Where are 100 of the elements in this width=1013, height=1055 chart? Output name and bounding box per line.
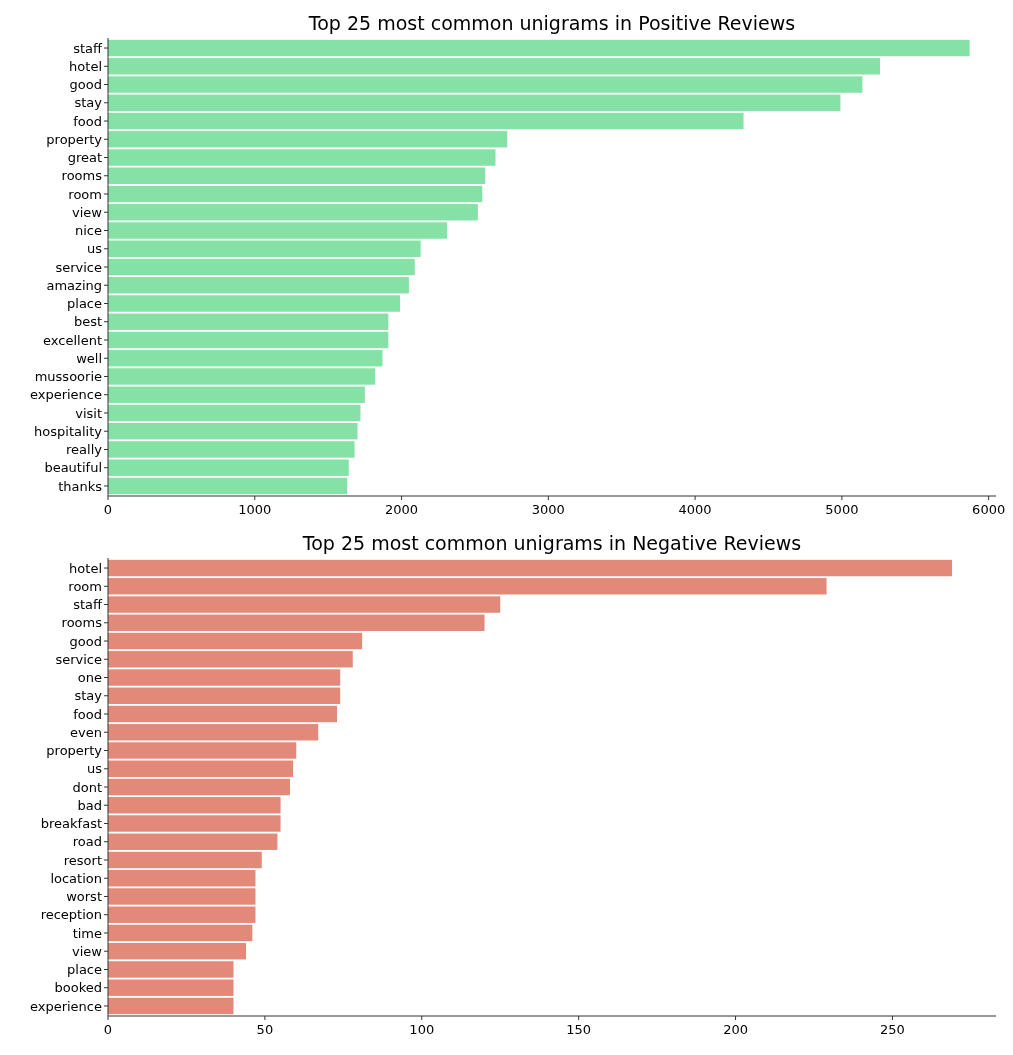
y-tick-label: one <box>77 670 102 686</box>
y-tick-label: really <box>66 442 103 458</box>
y-tick-label: excellent <box>43 332 102 348</box>
bar <box>108 888 256 905</box>
y-tick-label: staff <box>73 597 104 613</box>
bar <box>108 559 953 577</box>
y-tick-label: food <box>73 706 102 722</box>
y-tick-label: property <box>46 743 103 759</box>
bar <box>108 906 256 923</box>
bar <box>108 833 278 850</box>
bar <box>108 58 881 75</box>
chart-title: Top 25 most common unigrams in Positive Reviews <box>307 12 796 34</box>
y-tick-label: us <box>86 761 103 777</box>
y-tick-label: room <box>68 578 102 594</box>
bar <box>108 240 421 257</box>
y-tick-label: hotel <box>69 560 102 576</box>
y-tick-label: great <box>67 150 102 166</box>
y-tick-label: worst <box>66 889 102 905</box>
bar <box>108 277 409 294</box>
bar <box>108 797 281 814</box>
x-tick-label: 4000 <box>678 502 712 517</box>
bar <box>108 76 863 93</box>
y-tick-label: road <box>72 834 102 850</box>
y-tick-label: best <box>73 314 102 330</box>
bar <box>108 578 827 595</box>
bar <box>108 441 355 458</box>
y-tick-label: staff <box>73 40 104 56</box>
bar <box>108 760 294 777</box>
y-tick-label: rooms <box>61 615 103 631</box>
bar <box>108 742 297 759</box>
bar <box>108 477 348 495</box>
x-tick-label: 2000 <box>385 502 419 517</box>
y-tick-label: rooms <box>61 168 103 184</box>
bar <box>108 851 262 869</box>
bar <box>108 94 841 111</box>
y-tick-label: well <box>76 350 102 366</box>
y-tick-label: hotel <box>69 58 102 74</box>
x-tick-label: 0 <box>103 502 113 517</box>
y-tick-label: experience <box>29 998 102 1014</box>
y-tick-label: resort <box>63 852 102 868</box>
y-tick-label: reception <box>40 907 102 923</box>
bar <box>108 651 353 668</box>
y-tick-label: nice <box>75 223 102 239</box>
bar <box>108 204 478 221</box>
x-tick-label: 150 <box>566 1022 592 1037</box>
bar <box>108 815 281 832</box>
y-tick-label: room <box>68 186 102 202</box>
x-tick-label: 200 <box>723 1022 748 1037</box>
bar <box>108 459 349 476</box>
y-tick-label: us <box>86 241 103 257</box>
y-tick-label: good <box>69 633 102 649</box>
y-tick-label: place <box>67 296 102 312</box>
bar <box>108 705 338 723</box>
bar <box>108 596 501 613</box>
bar <box>108 979 234 996</box>
y-tick-label: thanks <box>58 478 103 494</box>
y-tick-label: booked <box>54 980 102 996</box>
x-tick-label: 3000 <box>531 502 565 517</box>
y-tick-label: food <box>73 113 102 129</box>
x-tick-label: 1000 <box>238 502 272 517</box>
bar <box>108 614 485 631</box>
y-tick-label: service <box>55 651 102 667</box>
bar <box>108 669 341 686</box>
x-tick-label: 6000 <box>972 502 1006 517</box>
y-tick-label: stay <box>74 688 103 704</box>
bar <box>108 258 415 276</box>
x-tick-label: 5000 <box>825 502 859 517</box>
y-tick-label: good <box>69 77 102 93</box>
bar <box>108 404 361 422</box>
bar <box>108 295 401 312</box>
y-tick-label: breakfast <box>40 816 102 832</box>
y-tick-label: service <box>55 259 102 275</box>
y-tick-label: stay <box>74 95 103 111</box>
y-tick-label: bad <box>77 797 102 813</box>
bar <box>108 39 970 57</box>
y-tick-label: hospitality <box>34 423 103 439</box>
bar <box>108 870 256 887</box>
y-tick-label: view <box>72 204 103 220</box>
bar <box>108 149 496 166</box>
y-tick-label: location <box>50 870 102 886</box>
bar <box>108 185 483 203</box>
bar <box>108 368 376 385</box>
y-tick-label: mussoorie <box>34 369 102 385</box>
bar <box>108 997 234 1015</box>
x-tick-label: 0 <box>103 1022 113 1037</box>
bar <box>108 112 744 130</box>
bar <box>108 961 234 978</box>
y-tick-label: dont <box>72 779 102 795</box>
bar <box>108 167 486 184</box>
bar <box>108 687 341 704</box>
x-tick-label: 50 <box>256 1022 274 1037</box>
chart-title: Top 25 most common unigrams in Negative Reviews <box>301 532 802 554</box>
y-tick-label: experience <box>29 387 102 403</box>
y-tick-label: property <box>46 131 103 147</box>
bar <box>108 386 365 403</box>
y-tick-label: visit <box>75 405 102 421</box>
bar <box>108 924 253 942</box>
bar <box>108 778 290 796</box>
y-tick-label: place <box>67 962 102 978</box>
x-tick-label: 100 <box>409 1022 435 1037</box>
